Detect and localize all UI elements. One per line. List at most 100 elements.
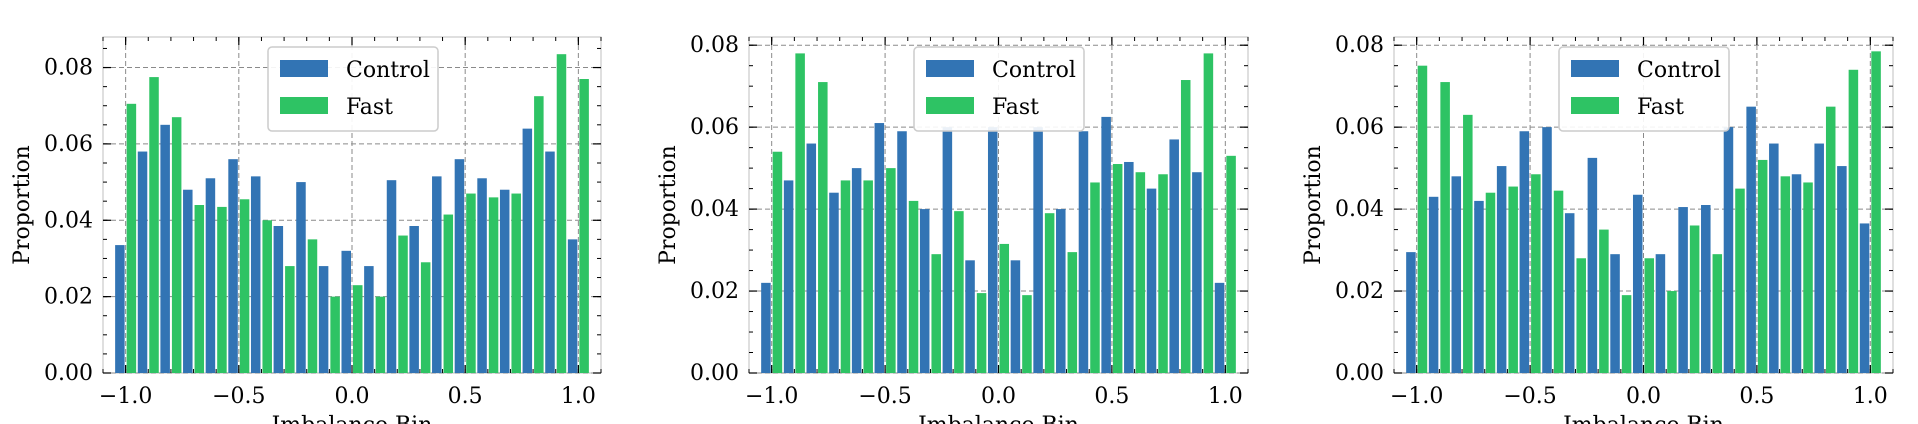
bar-fast xyxy=(534,96,544,373)
bar-control xyxy=(477,178,487,373)
bar-control xyxy=(250,176,261,373)
bar-control xyxy=(1678,207,1688,373)
bar-fast xyxy=(840,180,851,373)
bar-fast xyxy=(1022,295,1032,373)
x-tick-label: 1.0 xyxy=(1853,384,1888,409)
bar-control xyxy=(1610,254,1620,373)
bar-fast xyxy=(772,151,783,373)
bar-fast xyxy=(1158,174,1168,373)
bar-fast xyxy=(1621,295,1632,373)
bar-fast xyxy=(239,199,250,373)
legend-swatch-fast xyxy=(280,97,328,114)
y-axis-label: Proportion xyxy=(656,145,681,265)
bar-control xyxy=(1169,139,1179,373)
bar-control xyxy=(567,239,578,373)
x-tick-label: 1.0 xyxy=(1208,384,1243,409)
y-tick-label: 0.04 xyxy=(44,208,93,233)
y-tick-label: 0.08 xyxy=(690,33,739,58)
bar-fast xyxy=(1803,182,1813,373)
bar-fast xyxy=(443,214,454,373)
x-tick-label: −0.5 xyxy=(212,384,265,409)
bar-fast xyxy=(171,117,182,373)
y-tick-label: 0.04 xyxy=(1335,197,1384,222)
bar-fast xyxy=(1667,291,1677,373)
legend-label-control: Control xyxy=(346,58,430,83)
bar-control xyxy=(1791,174,1802,373)
bar-control xyxy=(987,127,998,374)
y-axis-label: Proportion xyxy=(10,145,35,265)
bar-control xyxy=(432,176,442,373)
x-tick-label: 0.0 xyxy=(1626,384,1661,409)
bar-control xyxy=(1859,223,1870,373)
legend-label-fast: Fast xyxy=(1637,95,1684,120)
bar-control xyxy=(1496,166,1507,373)
legend-label-control: Control xyxy=(1637,58,1721,83)
y-tick-label: 0.00 xyxy=(690,361,739,386)
bar-control xyxy=(1723,127,1734,374)
bar-control xyxy=(874,123,885,373)
x-tick-label: 0.5 xyxy=(1739,384,1774,409)
bar-control xyxy=(1214,282,1225,373)
y-tick-label: 0.02 xyxy=(44,285,93,310)
y-tick-label: 0.04 xyxy=(690,197,739,222)
bar-control xyxy=(1124,161,1134,373)
bar-fast xyxy=(149,77,159,373)
bar-fast xyxy=(1203,53,1214,373)
bar-control xyxy=(1655,254,1666,373)
bar-fast xyxy=(1825,106,1836,373)
bar-fast xyxy=(353,285,363,373)
bar-fast xyxy=(375,296,386,373)
x-tick-label: −1.0 xyxy=(99,384,152,409)
legend-swatch-control xyxy=(280,60,328,77)
bar-fast xyxy=(1463,114,1473,373)
bar-fast xyxy=(466,193,476,373)
bar-fast xyxy=(999,243,1010,373)
bar-control xyxy=(409,226,419,373)
bar-control xyxy=(1101,116,1111,373)
bar-fast xyxy=(307,239,318,373)
bar-control xyxy=(499,189,510,373)
legend-swatch-fast xyxy=(926,97,974,114)
bar-fast xyxy=(1848,69,1859,373)
bar-fast xyxy=(398,235,408,373)
bar-control xyxy=(806,143,817,373)
bar-control xyxy=(1564,213,1575,373)
bar-control xyxy=(1474,200,1484,373)
bar-control xyxy=(545,151,555,373)
x-axis-label: Imbalance Bin xyxy=(918,413,1079,424)
bar-control xyxy=(273,226,284,373)
bar-control xyxy=(228,159,238,373)
bar-control xyxy=(942,127,953,374)
bar-fast xyxy=(1044,213,1055,373)
bar-control xyxy=(783,180,794,373)
bar-control xyxy=(137,151,148,373)
bar-control xyxy=(761,282,771,373)
bar-control xyxy=(1192,172,1202,373)
y-tick-label: 0.02 xyxy=(690,279,739,304)
bar-control xyxy=(1056,209,1066,373)
legend-label-fast: Fast xyxy=(992,95,1039,120)
x-tick-label: 0.5 xyxy=(1094,384,1129,409)
bar-control xyxy=(341,250,351,373)
bar-fast xyxy=(908,200,919,373)
legend-label-control: Control xyxy=(992,58,1076,83)
bar-fast xyxy=(217,206,227,373)
bar-fast xyxy=(1644,258,1655,373)
bar-control xyxy=(1519,131,1530,373)
y-tick-label: 0.06 xyxy=(44,132,93,157)
bar-fast xyxy=(194,205,205,373)
bar-control xyxy=(1632,194,1643,373)
bar-control xyxy=(183,189,193,373)
y-tick-label: 0.00 xyxy=(44,361,93,386)
bar-control xyxy=(1010,260,1021,373)
bar-control xyxy=(1587,157,1598,373)
bar-fast xyxy=(1135,172,1146,373)
bar-fast xyxy=(1871,51,1881,374)
bar-fast xyxy=(1757,159,1768,373)
bar-control xyxy=(205,178,216,373)
bar-control xyxy=(1837,166,1847,373)
bar-control xyxy=(1428,196,1439,373)
chart-panel-3: −1.0 −0.5 0.0 0.5 1.0 0.00 0.02 0.04 0.06 0.08 Imb… xyxy=(1301,33,1894,424)
bar-fast xyxy=(1112,164,1123,373)
bar-control xyxy=(965,260,975,373)
